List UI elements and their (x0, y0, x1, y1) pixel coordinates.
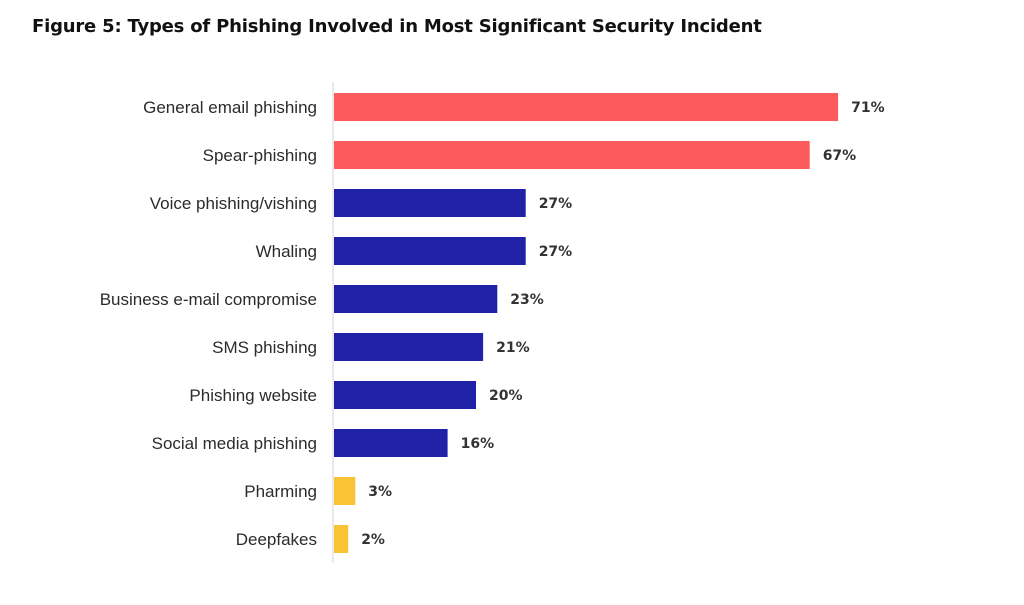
bar (334, 525, 349, 553)
category-label: Whaling (256, 242, 317, 261)
value-label: 23% (510, 292, 544, 308)
bar (334, 93, 839, 121)
bar (334, 237, 526, 265)
category-label: Voice phishing/vishing (150, 194, 317, 213)
category-label: Pharming (244, 482, 317, 501)
value-label: 27% (539, 196, 573, 212)
value-label: 2% (361, 532, 385, 548)
value-label: 3% (368, 484, 392, 500)
value-label: 20% (489, 388, 523, 404)
value-label: 21% (496, 340, 530, 356)
category-label: Spear-phishing (203, 146, 317, 165)
bar (334, 381, 476, 409)
category-label: Deepfakes (236, 530, 317, 549)
value-label: 71% (851, 100, 885, 116)
bar (334, 141, 810, 169)
category-label: Phishing website (189, 386, 317, 405)
bar (334, 429, 448, 457)
bar (334, 285, 498, 313)
bar (334, 189, 526, 217)
chart-title: Figure 5: Types of Phishing Involved in … (32, 16, 762, 37)
category-label: SMS phishing (212, 338, 317, 357)
category-label: Business e-mail compromise (100, 290, 317, 309)
category-label: General email phishing (143, 98, 317, 117)
bar (334, 477, 356, 505)
bar (334, 333, 484, 361)
value-label: 27% (539, 244, 573, 260)
value-label: 16% (461, 436, 495, 452)
category-label: Social media phishing (152, 434, 317, 453)
value-label: 67% (823, 148, 857, 164)
